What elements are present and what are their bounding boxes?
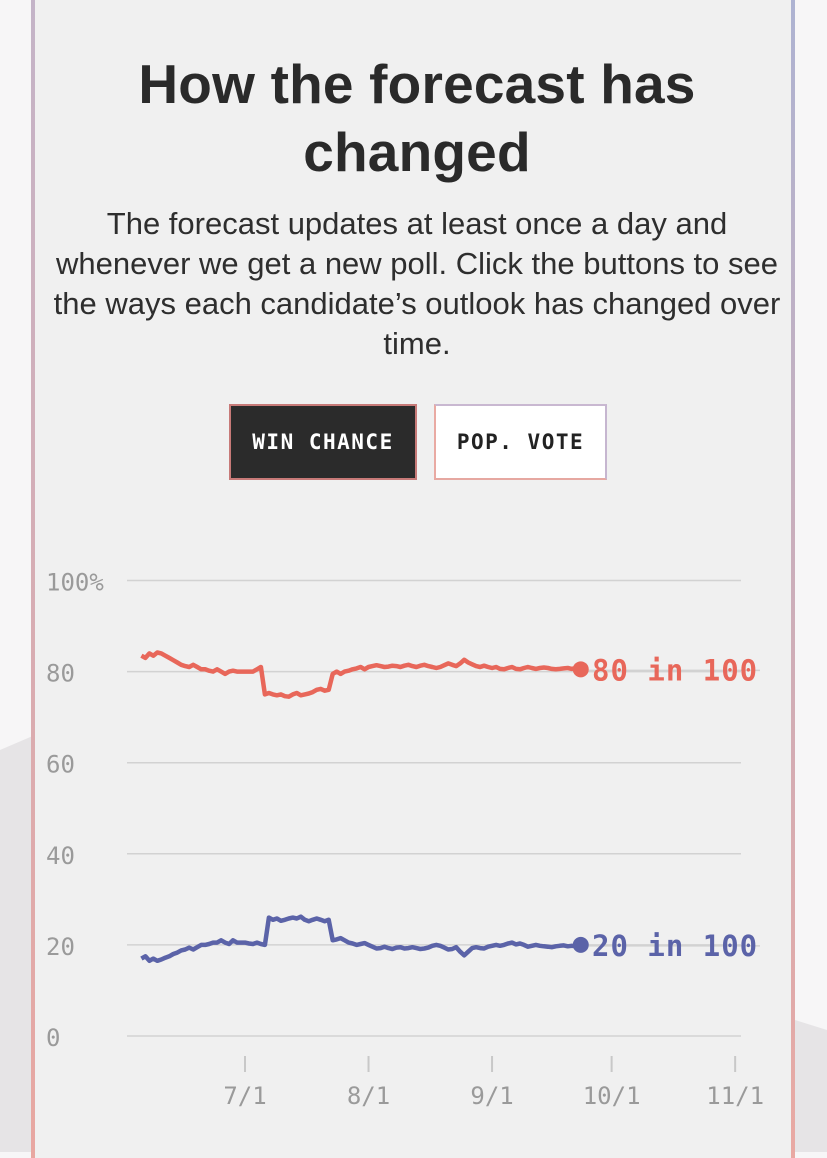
series-lines — [140, 650, 577, 964]
forecast-card: How the forecast has changed The forecas… — [31, 0, 795, 1158]
end-label-red: 80 in 100 — [592, 653, 758, 687]
y-axis-labels: 100% 80 60 40 20 0 — [46, 569, 104, 1053]
gridlines — [127, 579, 741, 1037]
y-tick-label: 100% — [46, 569, 104, 597]
y-tick-label: 80 — [46, 660, 75, 688]
end-labels: 80 in 100 20 in 100 — [572, 653, 760, 963]
y-tick-label: 60 — [46, 751, 75, 779]
pop-vote-button[interactable]: POP. VOTE — [434, 404, 607, 480]
x-tick-label: 9/1 — [470, 1082, 513, 1110]
page-title: How the forecast has changed — [138, 53, 696, 183]
y-tick-label: 0 — [46, 1024, 60, 1052]
x-axis-ticks — [244, 1056, 737, 1072]
y-tick-label: 40 — [46, 842, 75, 870]
y-tick-label: 20 — [46, 933, 75, 961]
series-line-blue — [140, 914, 577, 964]
x-tick-label: 7/1 — [223, 1082, 266, 1110]
page-description: The forecast updates at least once a day… — [53, 206, 781, 361]
x-axis-labels: 7/1 8/1 9/1 10/1 11/1 — [223, 1082, 764, 1110]
end-dot-blue — [572, 936, 589, 953]
x-tick-label: 11/1 — [706, 1082, 764, 1110]
win-chance-button[interactable]: WIN CHANCE — [229, 404, 417, 480]
x-tick-label: 8/1 — [347, 1082, 390, 1110]
end-label-blue: 20 in 100 — [592, 929, 758, 963]
end-dot-red — [572, 661, 589, 678]
x-tick-label: 10/1 — [583, 1082, 641, 1110]
series-line-red — [140, 650, 577, 699]
